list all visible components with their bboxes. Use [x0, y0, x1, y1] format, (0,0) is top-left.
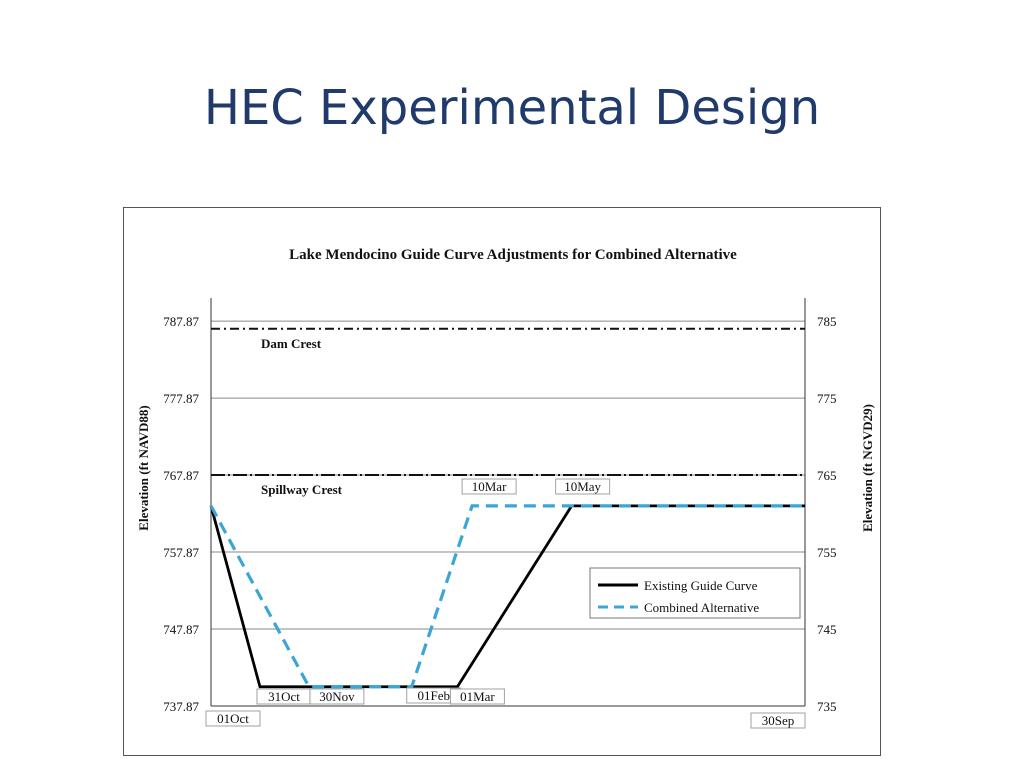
y-tick-label-left: 787.87 [163, 314, 199, 329]
legend-label-0: Existing Guide Curve [644, 578, 758, 593]
date-label-box [449, 688, 505, 705]
legend-label-1: Combined Alternative [644, 600, 759, 615]
y-tick-label-left: 757.87 [163, 545, 199, 560]
date-label-01mar: 01Mar [460, 689, 495, 704]
date-label-box [205, 710, 261, 727]
y-tick-label-right: 765 [817, 468, 837, 483]
spillway-crest-label: Spillway Crest [261, 482, 343, 497]
combined-alternative-line [209, 504, 805, 689]
y-tick-label-right: 735 [817, 699, 837, 714]
chart-frame: Lake Mendocino Guide Curve Adjustments f… [123, 207, 881, 756]
chart-title: Lake Mendocino Guide Curve Adjustments f… [289, 247, 737, 263]
date-label-30sep: 30Sep [762, 713, 795, 728]
date-label-30nov: 30Nov [319, 689, 355, 704]
date-label-31oct: 31Oct [268, 689, 300, 704]
date-label-box [555, 478, 611, 495]
chart-svg: Lake Mendocino Guide Curve Adjustments f… [136, 247, 875, 729]
y-tick-label-right: 785 [817, 314, 837, 329]
date-label-01feb: 01Feb [417, 688, 450, 703]
y-tick-label-left: 767.87 [163, 468, 199, 483]
dam-crest-label: Dam Crest [261, 336, 322, 351]
y-axis-label-left: Elevation (ft NAVD88) [136, 405, 151, 530]
y-axis-label-right: Elevation (ft NGVD29) [860, 404, 875, 532]
slide-title: HEC Experimental Design [203, 80, 821, 136]
y-tick-label-right: 755 [817, 545, 837, 560]
date-label-box [309, 688, 365, 705]
date-label-10mar: 10Mar [472, 479, 507, 494]
date-label-10may: 10May [564, 479, 601, 494]
date-label-box [461, 478, 517, 495]
date-label-box [750, 712, 806, 729]
y-tick-label-left: 747.87 [163, 622, 199, 637]
y-tick-label-right: 775 [817, 391, 837, 406]
y-tick-label-left: 777.87 [163, 391, 199, 406]
date-label-01oct: 01Oct [217, 711, 249, 726]
legend: Existing Guide Curve Combined Alternative [589, 567, 801, 619]
legend-box [589, 567, 801, 619]
y-tick-label-right: 745 [817, 622, 837, 637]
y-tick-label-left: 737.87 [163, 699, 199, 714]
